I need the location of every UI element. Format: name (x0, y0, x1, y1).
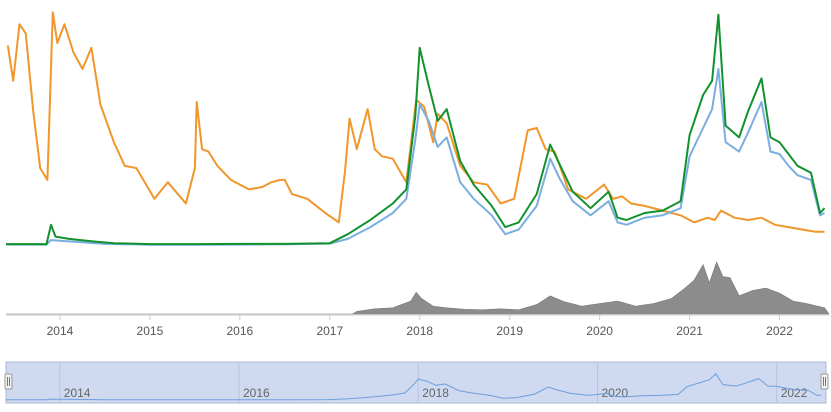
x-axis: 2014 2015 2016 2017 2018 2019 2020 2021 2022 (6, 314, 829, 338)
x-tick-label: 2017 (316, 324, 343, 338)
x-tick-label: 2015 (137, 324, 164, 338)
handle-body[interactable] (4, 373, 13, 390)
navigator-tick-label: 2016 (243, 386, 270, 400)
navigator-handle-right[interactable] (820, 373, 829, 390)
navigator-series-line (6, 373, 822, 401)
x-tick-label: 2018 (406, 324, 433, 338)
price-lines (6, 11, 826, 246)
series-line-orange (6, 11, 825, 233)
x-tick-label: 2016 (227, 324, 254, 338)
volume-area-shape (6, 261, 830, 315)
handle-body[interactable] (820, 373, 829, 390)
navigator-tick-label: 2018 (422, 386, 449, 400)
x-tick-label: 2019 (496, 324, 523, 338)
navigator-selection[interactable] (5, 361, 827, 404)
navigator-tick-label: 2014 (64, 386, 91, 400)
series-line-blue (6, 68, 825, 246)
navigator[interactable]: 2014 2016 2018 2020 2022 (4, 361, 829, 404)
series-line-green (6, 13, 826, 246)
volume-area (6, 261, 830, 315)
x-tick-label: 2020 (586, 324, 613, 338)
x-tick-label: 2014 (47, 324, 74, 338)
x-tick-label: 2021 (676, 324, 703, 338)
x-tick-label: 2022 (766, 324, 793, 338)
navigator-handle-left[interactable] (4, 373, 13, 390)
